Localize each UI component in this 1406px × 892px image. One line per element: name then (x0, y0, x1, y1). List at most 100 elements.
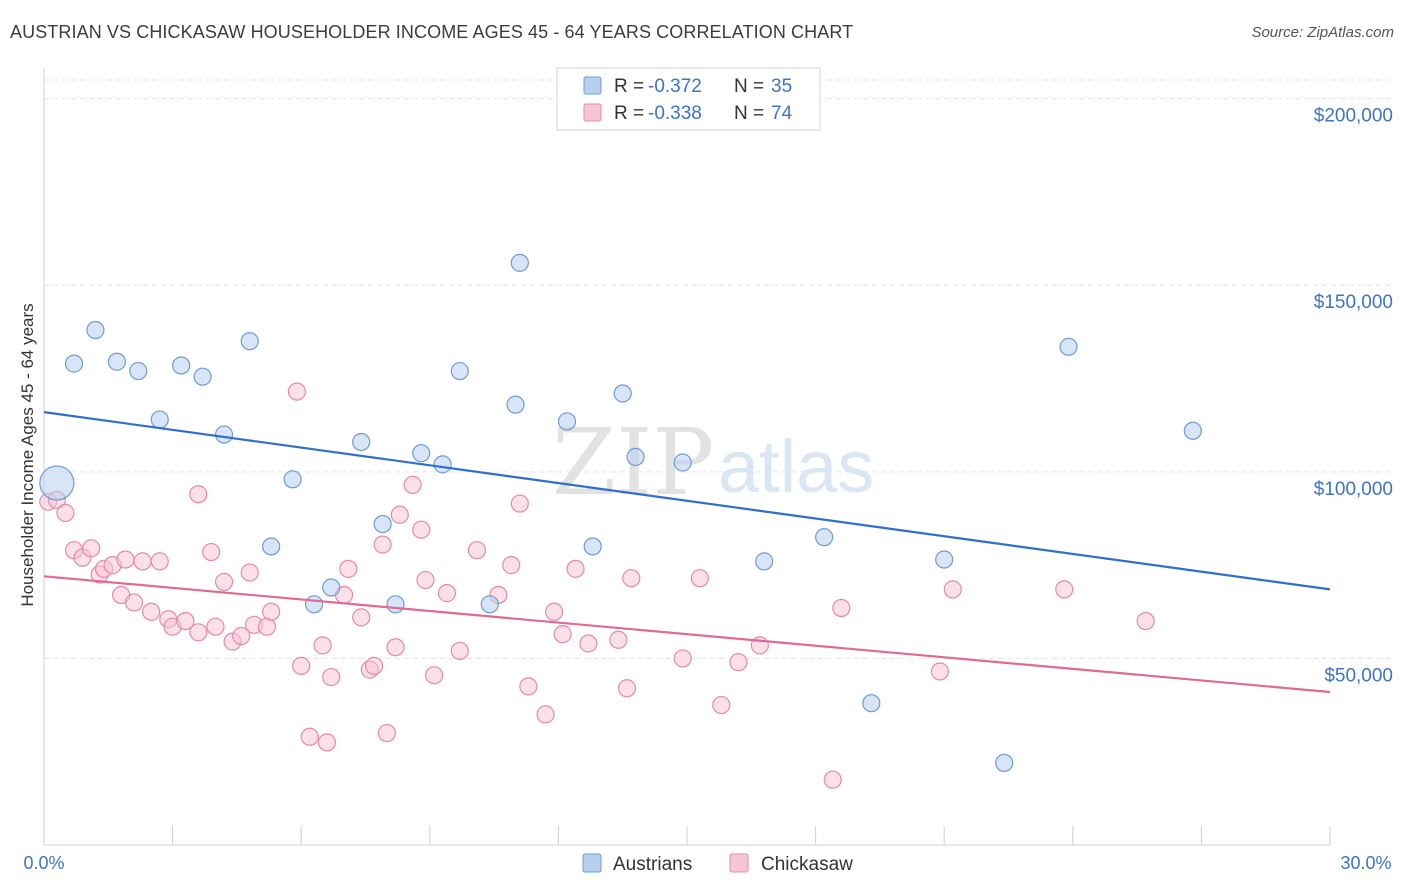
y-tick-label: $50,000 (1324, 665, 1393, 686)
chickasaw-point (566, 559, 585, 578)
chickasaw-point (322, 667, 341, 687)
legend-swatch-chickasaw (583, 103, 602, 122)
source-credit: Source: ZipAtlas.com (1251, 24, 1394, 41)
chickasaw-point (930, 662, 950, 681)
chickasaw-trend-line (43, 575, 1331, 694)
chickasaw-point (232, 626, 251, 646)
series-legend-swatch-austrians (582, 853, 602, 873)
chickasaw-point (579, 634, 598, 653)
austrians-point (583, 537, 602, 556)
chickasaw-point (339, 559, 358, 578)
chickasaw-point (403, 475, 422, 494)
y-axis-label: Householder Income Ages 45 - 64 years (18, 303, 37, 606)
chickasaw-point (832, 598, 851, 618)
austrians-point (39, 465, 75, 501)
series-legend-label-austrians: Austrians (613, 854, 692, 875)
y-tick-labels: $50,000 $100,000 $150,000 $200,000 (1314, 106, 1393, 687)
correlation-legend: R = -0.372 N = 35 R = -0.338 N = 74 (556, 67, 821, 131)
austrians-point (412, 444, 431, 463)
legend-swatch-austrians (583, 76, 602, 95)
chickasaw-point (673, 649, 692, 668)
austrians-point (626, 447, 645, 467)
legend-n-label-austrians: N = (734, 76, 764, 97)
chickasaw-point (373, 535, 392, 554)
chickasaw-point (622, 569, 641, 588)
legend-r-value-austrians: -0.372 (648, 76, 702, 97)
chickasaw-point (943, 580, 962, 599)
chickasaw-point (712, 695, 731, 715)
austrians-point (172, 356, 191, 375)
chickasaw-point (124, 593, 144, 612)
chickasaw-point (617, 679, 637, 698)
watermark-atlas: atlas (718, 425, 874, 508)
x-tick-label-min: 0.0% (23, 853, 64, 873)
legend-r-value-chickasaw: -0.338 (648, 103, 702, 124)
series-legend-label-chickasaw: Chickasaw (761, 854, 853, 875)
chickasaw-point (609, 630, 628, 649)
austrians-point (86, 320, 105, 340)
chickasaw-point (257, 617, 277, 636)
chickasaw-point (116, 550, 135, 569)
chickasaw-point (313, 636, 332, 655)
chart-title: AUSTRIAN VS CHICKASAW HOUSEHOLDER INCOME… (10, 22, 854, 42)
chickasaw-point (545, 602, 564, 621)
chickasaw-point (390, 505, 409, 524)
chickasaw-point (1136, 611, 1155, 631)
chickasaw-point (56, 503, 75, 522)
austrians-point (150, 410, 169, 429)
chickasaw-point (287, 382, 307, 401)
austrians-point (433, 455, 452, 474)
chickasaw-point (214, 572, 234, 592)
austrians-point (373, 514, 392, 534)
chickasaw-point (317, 733, 337, 752)
series-chickasaw-points (39, 382, 1155, 789)
austrians-point (107, 352, 126, 371)
austrians-point (386, 595, 405, 614)
chickasaw-point (300, 727, 319, 746)
chickasaw-point (416, 570, 435, 590)
series-legend: Austrians Chickasaw (582, 853, 853, 875)
trend-lines (43, 411, 1331, 694)
chickasaw-point (142, 602, 161, 621)
austrians-point (480, 595, 499, 614)
austrians-point (613, 384, 632, 403)
austrians-point (815, 528, 834, 547)
chickasaw-point (262, 602, 281, 621)
austrians-point (1183, 421, 1202, 440)
legend-n-label-chickasaw: N = (734, 103, 764, 124)
chickasaw-point (502, 556, 521, 575)
chickasaw-point (364, 656, 384, 675)
chickasaw-point (437, 584, 457, 603)
legend-n-value-austrians: 35 (771, 76, 792, 97)
x-axis-ticks (43, 826, 1331, 845)
chickasaw-point (536, 705, 555, 724)
legend-n-value-chickasaw: 74 (771, 103, 793, 124)
austrians-point (506, 395, 525, 414)
austrians-point (214, 425, 234, 444)
chickasaw-point (206, 617, 225, 636)
austrians-point (283, 470, 302, 489)
austrians-point (322, 578, 341, 597)
austrians-point (935, 550, 954, 569)
y-tick-label: $150,000 (1314, 292, 1393, 313)
chickasaw-point (823, 770, 842, 789)
austrians-point (304, 595, 324, 614)
chickasaw-point (424, 666, 444, 685)
chickasaw-point (519, 677, 538, 696)
chickasaw-point (690, 569, 709, 588)
austrians-point (129, 361, 148, 381)
austrians-point (352, 432, 371, 452)
chickasaw-point (729, 653, 748, 672)
chickasaw-point (412, 520, 431, 539)
chickasaw-point (553, 625, 572, 644)
austrians-point (1059, 337, 1078, 356)
austrians-trend-line (43, 411, 1331, 591)
austrians-point (262, 537, 281, 556)
austrians-point (240, 332, 259, 351)
chickasaw-point (176, 611, 195, 631)
series-legend-swatch-chickasaw (729, 853, 749, 873)
x-tick-label-max: 30.0% (1340, 853, 1391, 873)
series-austrians-points (39, 253, 1202, 773)
chickasaw-point (386, 638, 405, 657)
